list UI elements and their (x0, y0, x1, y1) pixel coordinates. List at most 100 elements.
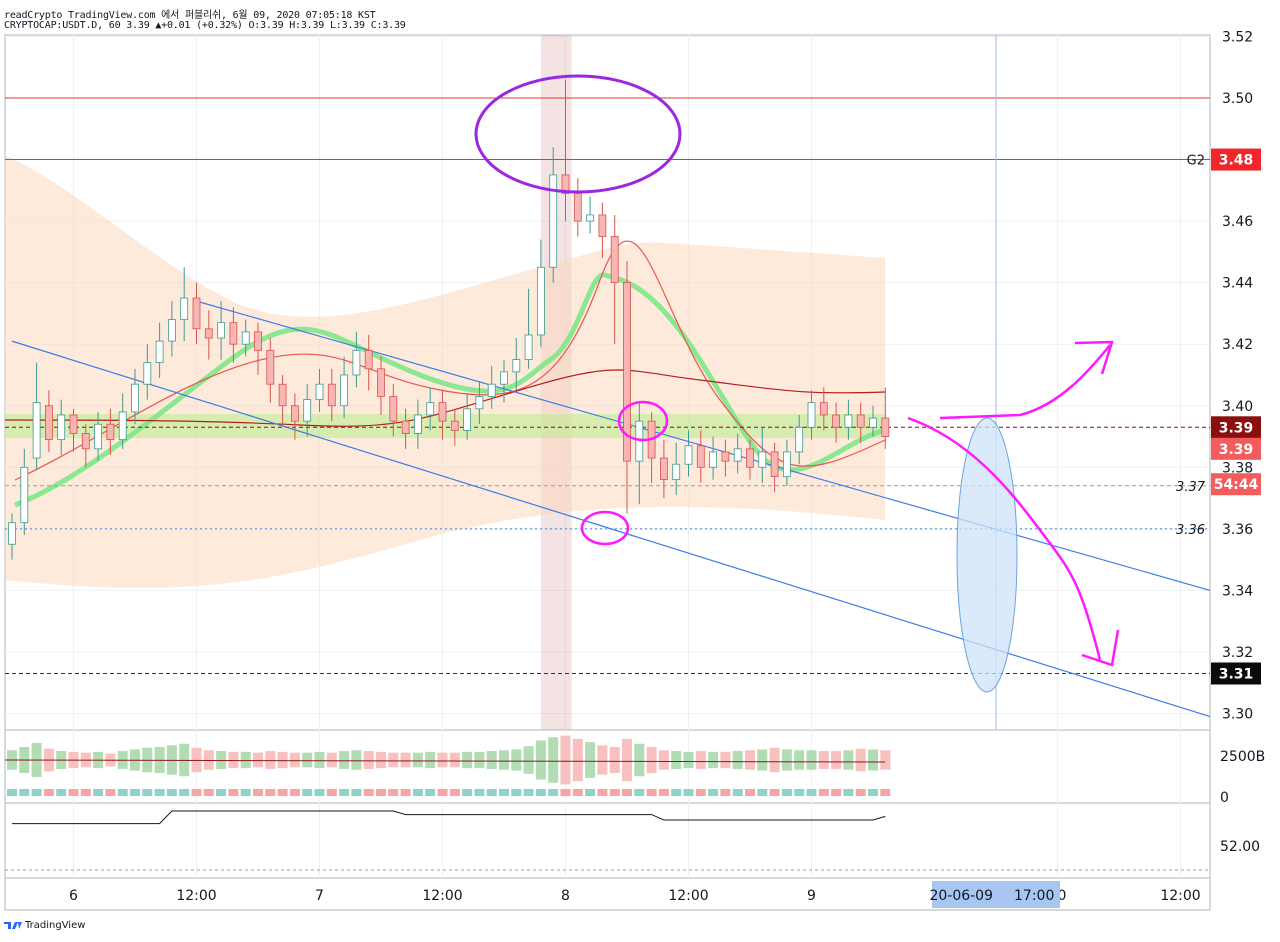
candle-body (290, 405, 299, 422)
volume-tick (93, 789, 104, 796)
volume-axis-label: 2500B (1220, 749, 1265, 765)
candle (524, 288, 533, 369)
candle (352, 331, 361, 388)
candle (660, 439, 668, 499)
volume-tick (818, 789, 829, 796)
candle-body (364, 349, 373, 370)
price-badge: 54:44 (1211, 473, 1261, 496)
volume-bar (363, 751, 374, 769)
volume-bar (474, 751, 485, 769)
down-arrow-path (907, 416, 1102, 661)
candle-body (537, 266, 545, 336)
candle (167, 301, 176, 357)
volume-bar (425, 751, 436, 769)
tradingview-logo[interactable]: TradingView (4, 920, 85, 931)
candle (487, 365, 496, 409)
volume-tick (117, 789, 128, 796)
candle (869, 405, 877, 437)
volume-tick (43, 789, 54, 796)
candle-body (586, 214, 594, 222)
candle (278, 374, 287, 425)
candle (832, 402, 840, 443)
candle-body (438, 402, 447, 422)
candle-body (795, 426, 804, 453)
price-tick-label: 3.50 (1222, 91, 1253, 107)
volume-tick (474, 789, 485, 796)
candle-body (709, 451, 717, 468)
volume-tick (597, 789, 608, 796)
volume-tick (339, 789, 350, 796)
candle (155, 322, 164, 379)
time-tick-label: 7 (315, 888, 324, 904)
volume-tick (609, 789, 620, 796)
volume-tick (277, 789, 288, 796)
volume-tick (56, 789, 67, 796)
volume-bar (683, 751, 694, 769)
candle (389, 384, 398, 437)
volume-bar (585, 742, 596, 778)
candle (8, 513, 16, 560)
candle-body (94, 423, 102, 450)
candle (241, 319, 250, 357)
volume-bar (376, 751, 386, 769)
time-tick-label: 12:00 (176, 888, 216, 904)
volume-tick (843, 789, 854, 796)
candle-body (807, 402, 816, 428)
candle-body (758, 451, 767, 468)
candle-body (610, 236, 619, 284)
volume-bar (806, 750, 817, 770)
candle (45, 390, 53, 452)
candle (426, 387, 435, 431)
volume-bar (339, 751, 350, 769)
symbol-ohlc: CRYPTOCAP:USDT.D, 60 3.39 ▲+0.01 (+0.32%… (4, 20, 406, 31)
candle (795, 414, 804, 465)
volume-bar (253, 752, 263, 768)
candle-body (192, 297, 201, 330)
candle-body (401, 420, 410, 434)
price-badge-label: 3.48 (1219, 153, 1254, 169)
volume-tick (437, 789, 448, 796)
candle-body (819, 402, 828, 416)
time-tick-label: 9 (807, 888, 816, 904)
candle-body (623, 282, 631, 462)
volume-bar (572, 738, 583, 782)
volume-bar (289, 752, 300, 768)
volume-tick (720, 789, 731, 796)
volume-bar (265, 751, 276, 769)
candle (844, 399, 853, 440)
candle (32, 362, 41, 471)
candle-body (512, 359, 521, 373)
volume-tick (179, 789, 190, 796)
publish-info: readCrypto TradingView.com 에서 퍼블리쉬, 6월 0… (4, 10, 376, 21)
candle (696, 430, 705, 483)
volume-bar (499, 750, 509, 770)
volume-bar (855, 748, 866, 772)
candle (192, 282, 201, 345)
volume-bar (646, 747, 657, 773)
volume-tick (425, 789, 436, 796)
candle (819, 387, 828, 431)
price-tick-label: 3.40 (1222, 399, 1253, 415)
volume-bar (769, 747, 780, 773)
volume-bar (560, 735, 571, 785)
candle-body (254, 331, 262, 351)
candle (364, 334, 373, 391)
volume-tick (658, 789, 669, 796)
volume-tick (302, 789, 313, 796)
candle-body (389, 396, 398, 422)
candle-body (69, 414, 78, 434)
time-tick-label: 12:00 (1160, 888, 1200, 904)
candle (340, 356, 349, 419)
candle-body (32, 402, 41, 459)
cursor-time-badge: 20-06-09 17:00 (929, 881, 1060, 908)
volume-tick (523, 789, 534, 796)
price-badge-label: 3.31 (1219, 666, 1254, 682)
candle (561, 79, 570, 222)
price-badge-bg (1211, 437, 1261, 460)
time-tick-label: 12:00 (422, 888, 462, 904)
volume-bar (462, 751, 473, 769)
candle-body (352, 349, 361, 376)
cursor-time-label: 17:00 (1014, 888, 1054, 904)
